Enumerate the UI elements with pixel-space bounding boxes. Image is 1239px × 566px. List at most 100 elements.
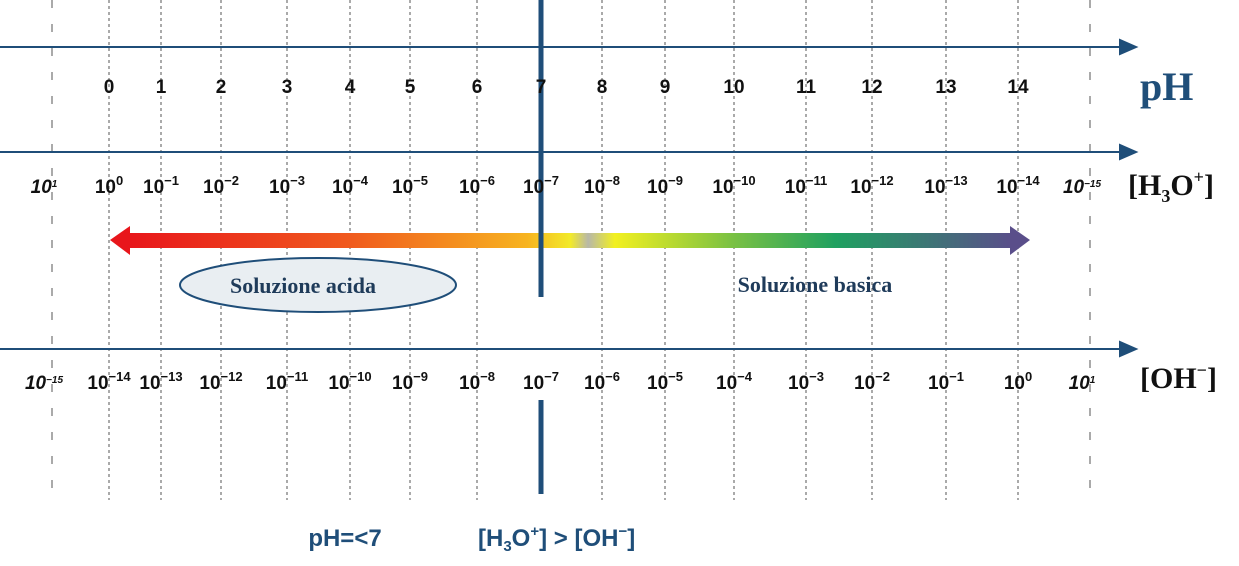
tick-exponent: −14 (109, 369, 132, 384)
tick-exponent: −7 (544, 369, 559, 384)
ph-tick-label: 1 (156, 77, 167, 98)
tick-exponent: −9 (668, 173, 683, 188)
tick-base: 10 (854, 373, 875, 394)
tick-base: 10 (459, 177, 480, 198)
ph-axis-label: pH (1140, 64, 1193, 109)
tick-base: 10 (87, 373, 108, 394)
tick-base: 10 (199, 373, 220, 394)
power-tick-label: 10−12 (199, 369, 242, 394)
power-tick-label: 10−15 (25, 373, 64, 394)
relation-part: [H (478, 525, 503, 552)
label-sup: − (1197, 360, 1207, 380)
tick-exponent: −2 (224, 173, 239, 188)
tick-base: 10 (459, 373, 480, 394)
tick-base: 10 (328, 373, 349, 394)
relation-sup: + (530, 523, 539, 540)
relation-part: ] (627, 525, 635, 552)
power-tick-label: 10−9 (392, 369, 428, 394)
tick-exponent: −10 (734, 173, 756, 188)
power-tick-label: 10−12 (850, 173, 893, 198)
tick-base: 10 (203, 177, 224, 198)
power-tick-label: 10−9 (647, 173, 683, 198)
power-tick-label: 10−13 (924, 173, 967, 198)
tick-base: 10 (143, 177, 164, 198)
power-tick-label: 10−10 (328, 369, 371, 394)
power-tick-label: 10−5 (647, 369, 683, 394)
tick-exponent: −12 (221, 369, 243, 384)
tick-exponent: −14 (1018, 173, 1041, 188)
h3o-axis-label: [H3O+] (1128, 167, 1214, 206)
power-tick-label: 10−11 (785, 173, 827, 198)
tick-exponent: −11 (806, 173, 827, 188)
tick-exponent: −5 (668, 369, 683, 384)
power-tick-label: 10−14 (996, 173, 1040, 198)
ph-tick-label: 10 (723, 77, 744, 98)
label-part: ] (1204, 169, 1214, 202)
tick-base: 10 (392, 373, 413, 394)
tick-base: 10 (25, 373, 47, 394)
ph-tick-label: 12 (861, 77, 882, 98)
power-tick-label: 10−1 (928, 369, 964, 394)
tick-base: 10 (928, 373, 949, 394)
tick-exponent: 0 (116, 173, 123, 188)
power-tick-label: 10−10 (712, 173, 755, 198)
ph-tick-label: 6 (472, 77, 483, 98)
tick-base: 10 (1069, 373, 1091, 394)
tick-exponent: −13 (161, 369, 183, 384)
tick-exponent: −15 (1084, 179, 1101, 190)
power-tick-label: 10−11 (266, 369, 308, 394)
tick-exponent: −6 (605, 369, 620, 384)
power-tick-label: 10−7 (523, 369, 559, 394)
tick-base: 10 (788, 373, 809, 394)
tick-base: 10 (850, 177, 871, 198)
gradient-arrow (110, 226, 1030, 255)
tick-exponent: −4 (353, 173, 369, 188)
ph-tick-label: 9 (660, 77, 671, 98)
ph-tick-label: 4 (345, 77, 356, 98)
tick-exponent: −1 (164, 173, 179, 188)
tick-exponent: −11 (287, 369, 308, 384)
ph-tick-label: 7 (536, 77, 547, 98)
tick-base: 10 (712, 177, 733, 198)
basic-label: Soluzione basica (738, 272, 893, 297)
label-part: ] (1207, 362, 1217, 395)
tick-base: 10 (996, 177, 1017, 198)
ph-tick-label: 2 (216, 77, 227, 98)
power-tick-label: 10−4 (332, 173, 369, 198)
tick-exponent: −15 (46, 375, 63, 386)
tick-base: 10 (392, 177, 413, 198)
tick-exponent: −3 (290, 173, 305, 188)
tick-base: 10 (647, 177, 668, 198)
power-tick-label: 10−6 (584, 369, 620, 394)
tick-base: 10 (523, 373, 544, 394)
tick-exponent: −6 (480, 173, 495, 188)
tick-exponent: −1 (949, 369, 964, 384)
axes (0, 38, 1139, 358)
tick-exponent: −2 (875, 369, 890, 384)
label-part: O (1170, 169, 1193, 202)
arrowhead-right (1010, 226, 1030, 255)
power-tick-label: 10−1 (143, 173, 179, 198)
arrowhead (1119, 38, 1139, 56)
footer-condition: pH=<7 (308, 525, 381, 552)
power-tick-label: 10−7 (523, 173, 559, 198)
relation-sup: − (618, 523, 627, 540)
tick-base: 10 (31, 177, 53, 198)
ph-tick-label: 3 (282, 77, 293, 98)
power-tick-label: 10−13 (139, 369, 182, 394)
tick-exponent: 1 (52, 179, 58, 190)
tick-base: 10 (584, 177, 605, 198)
tick-exponent: −8 (605, 173, 620, 188)
label-sup: + (1194, 167, 1204, 187)
power-tick-label: 10−14 (87, 369, 131, 394)
tick-base: 10 (95, 177, 116, 198)
power-tick-label: 101 (31, 177, 58, 198)
tick-base: 10 (924, 177, 945, 198)
power-tick-label: 100 (1004, 369, 1032, 394)
power-tick-label: 10−2 (203, 173, 239, 198)
tick-exponent: −4 (737, 369, 753, 384)
tick-base: 10 (647, 373, 668, 394)
tick-exponent: −7 (544, 173, 559, 188)
power-tick-label: 10−6 (459, 173, 495, 198)
